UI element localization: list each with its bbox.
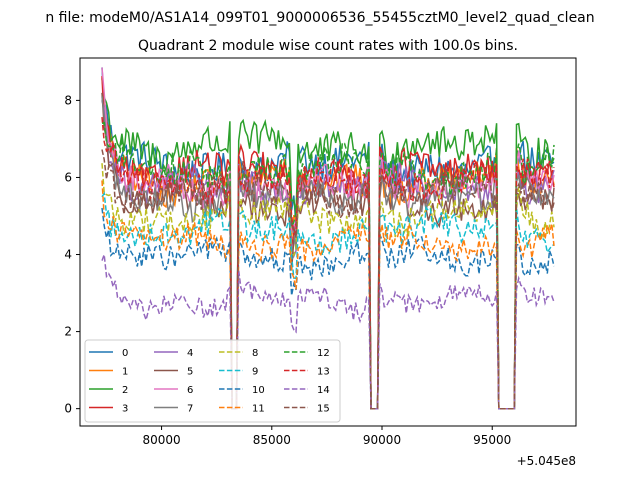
x-axis: 80000 85000 90000 95000 — [142, 426, 511, 447]
series-line-15 — [101, 149, 555, 410]
y-tick-label: 0 — [64, 402, 72, 416]
legend-label-8: 8 — [252, 348, 258, 359]
legend-label-13: 13 — [317, 367, 330, 378]
y-tick-label: 6 — [64, 170, 72, 184]
legend-box — [84, 339, 341, 423]
y-tick-label: 2 — [64, 325, 72, 339]
y-tick-label: 8 — [64, 93, 72, 107]
legend-label-6: 6 — [187, 385, 193, 396]
x-offset-label: +5.045e8 — [517, 454, 576, 468]
legend-label-2: 2 — [122, 385, 128, 396]
y-tick-label: 4 — [64, 248, 72, 262]
series-line-14 — [101, 254, 555, 410]
series-layer — [101, 67, 555, 410]
series-line-10 — [101, 207, 555, 410]
legend-label-15: 15 — [317, 404, 330, 415]
legend-label-14: 14 — [317, 385, 330, 396]
series-line-11 — [101, 180, 555, 410]
legend-label-10: 10 — [252, 385, 265, 396]
plot-frame — [79, 57, 577, 427]
legend-label-4: 4 — [187, 348, 193, 359]
x-tick-label: 90000 — [363, 433, 401, 447]
chart-title: Quadrant 2 module wise count rates with … — [138, 38, 518, 54]
x-tick-label: 95000 — [473, 433, 511, 447]
series-line-12 — [101, 121, 555, 410]
legend-label-9: 9 — [252, 367, 258, 378]
legend-label-0: 0 — [122, 348, 128, 359]
legend-label-3: 3 — [122, 404, 128, 415]
legend-label-11: 11 — [252, 404, 265, 415]
y-axis: 0 2 4 6 8 — [64, 93, 80, 416]
series-line-9 — [101, 191, 555, 410]
x-tick-label: 80000 — [142, 433, 180, 447]
x-tick-label: 85000 — [253, 433, 291, 447]
series-line-2 — [101, 78, 555, 410]
legend-label-7: 7 — [187, 404, 193, 415]
legend-label-1: 1 — [122, 367, 128, 378]
legend-label-5: 5 — [187, 367, 193, 378]
figure-suptitle: n file: modeM0/AS1A14_099T01_9000006536_… — [45, 10, 594, 26]
legend-label-12: 12 — [317, 348, 330, 359]
